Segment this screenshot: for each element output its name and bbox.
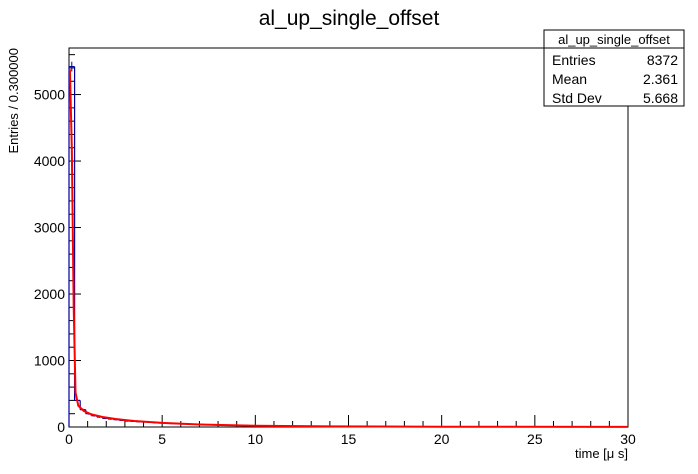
x-axis: 0 5 10 15 20 25 30 [65, 415, 636, 447]
x-tick-label: 20 [434, 431, 450, 447]
y-tick-label: 1000 [34, 353, 65, 369]
fit-curve-group [68, 69, 629, 428]
stats-value-entries: 8372 [647, 52, 678, 68]
x-tick-label: 15 [341, 431, 357, 447]
stats-value-mean: 2.361 [643, 71, 678, 87]
x-axis-title: time [μ s] [575, 446, 628, 461]
y-tick-label: 4000 [34, 153, 65, 169]
stats-box-border [543, 29, 685, 107]
fit-curve [68, 69, 629, 428]
stats-label-entries: Entries [552, 52, 596, 68]
stats-value-stddev: 5.668 [643, 90, 678, 106]
chart-title: al_up_single_offset [259, 7, 440, 30]
histogram-bins [68, 61, 628, 428]
stats-label-stddev: Std Dev [552, 90, 602, 106]
x-tick-label: 5 [158, 431, 166, 447]
y-tick-label: 0 [57, 419, 65, 435]
y-axis-title: Entries / 0.300000 [6, 48, 21, 154]
stats-label-mean: Mean [552, 71, 587, 87]
x-tick-label: 0 [65, 431, 73, 447]
x-tick-label: 25 [527, 431, 543, 447]
x-tick-label: 30 [620, 431, 636, 447]
stats-box: al_up_single_offset Entries 8372 Mean 2.… [543, 29, 685, 107]
stats-box-title: al_up_single_offset [558, 32, 670, 47]
y-tick-label: 2000 [34, 286, 65, 302]
y-tick-label: 5000 [34, 87, 65, 103]
x-tick-label: 10 [248, 431, 264, 447]
y-tick-label: 3000 [34, 220, 65, 236]
